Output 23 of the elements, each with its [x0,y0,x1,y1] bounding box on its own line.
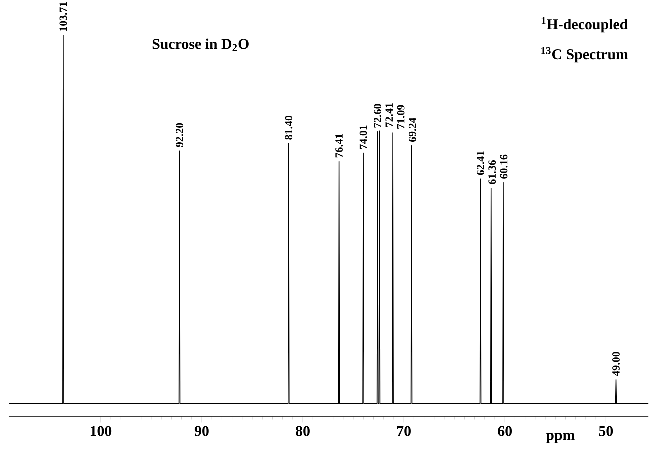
annotation: 72.60 [374,104,382,128]
x-tick-label: 90 [194,426,209,436]
annotation: 62.41 [477,152,484,176]
x-tick-label: 100 [90,426,112,436]
annotation: 74.01 [360,126,368,150]
annotation: 76.41 [336,134,344,158]
annotation: 61.36 [488,160,496,185]
x-axis-title: ppm [546,433,575,444]
annotation: 92.20 [176,123,184,148]
text: Sucrose in D$_{2}$O [152,38,249,52]
x-tick-label: 70 [397,426,411,436]
x-tick-label: 80 [296,426,310,436]
annotation: 60.16 [500,155,508,179]
text: $^{1}$H-decoupled [542,17,628,33]
annotation: 81.40 [285,116,293,140]
x-tick-label: 50 [599,426,614,436]
annotation: 103.71 [60,2,68,32]
annotation: 69.24 [408,118,416,142]
annotation: 71.09 [397,105,405,130]
annotation: 49.00 [612,352,620,376]
text: $^{13}$C Spectrum [542,47,628,63]
x-tick-label: 60 [498,426,512,436]
annotation: 72.41 [386,104,394,128]
